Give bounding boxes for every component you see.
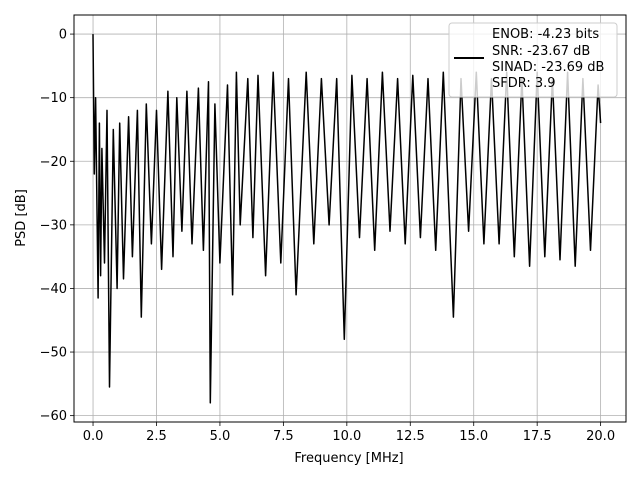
x-tick-label: 0.0 — [83, 429, 104, 444]
y-tick-label: 0 — [59, 28, 67, 43]
y-tick-label: −10 — [40, 91, 67, 106]
legend-line-3: SINAD: -23.69 dB — [492, 60, 604, 75]
legend: ENOB: -4.23 bits SNR: -23.67 dB SINAD: -… — [448, 22, 618, 98]
x-tick-label: 5.0 — [210, 429, 231, 444]
x-tick-label: 12.5 — [396, 429, 425, 444]
y-axis-label: PSD [dB] — [14, 189, 29, 247]
series-layer — [92, 34, 602, 404]
legend-line-1: ENOB: -4.23 bits — [492, 27, 599, 42]
y-tick-label: −50 — [40, 346, 67, 361]
y-axis-ticks: 0 −10 −20 −30 −40 −50 −60 — [40, 28, 74, 424]
y-tick-label: −60 — [40, 409, 67, 424]
y-tick-label: −40 — [40, 282, 67, 297]
y-tick-label: −20 — [40, 155, 67, 170]
x-axis-label: Frequency [MHz] — [294, 451, 403, 466]
x-tick-label: 20.0 — [586, 429, 615, 444]
x-tick-label: 15.0 — [459, 429, 488, 444]
plot-frame — [73, 14, 627, 423]
x-tick-label: 17.5 — [523, 429, 552, 444]
x-tick-label: 7.5 — [273, 429, 294, 444]
legend-line-2: SNR: -23.67 dB — [492, 44, 590, 59]
x-axis-ticks: 0.0 2.5 5.0 7.5 10.0 12.5 15.0 17.5 20.0 — [83, 422, 615, 444]
psd-series-line — [92, 34, 602, 404]
legend-box — [448, 22, 618, 98]
legend-line-4: SFDR: 3.9 — [492, 76, 556, 91]
x-tick-label: 2.5 — [146, 429, 167, 444]
x-tick-label: 10.0 — [332, 429, 361, 444]
y-tick-label: −30 — [40, 218, 67, 233]
